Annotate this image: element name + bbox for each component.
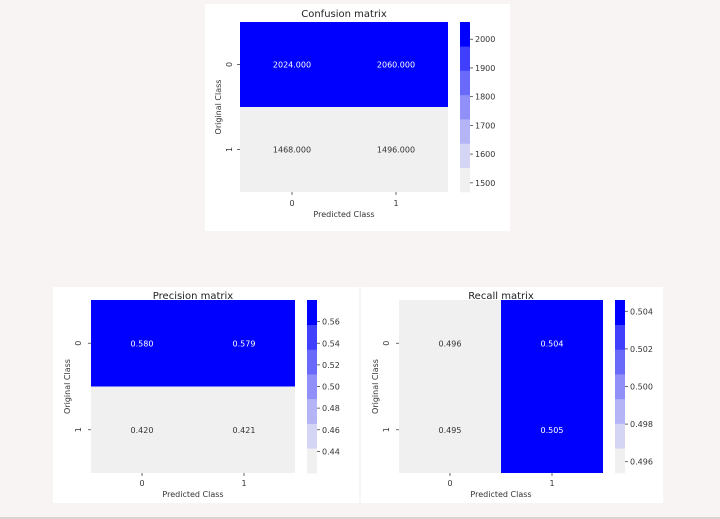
heatmap-cell xyxy=(91,386,193,473)
precision-matrix-chart: Precision matrix 0.580 0.579 0.420 0.421 0 1 Pr… xyxy=(63,291,340,499)
heatmap-cell xyxy=(91,300,193,387)
x-tick-label: 0 xyxy=(289,199,294,208)
colorbar-segment xyxy=(307,398,317,424)
colorbar-tick-label: 0.502 xyxy=(630,345,653,354)
x-axis-label: Predicted Class xyxy=(470,490,531,499)
colorbar-tick-label: 0.54 xyxy=(322,339,340,348)
colorbar-tick-label: 1900 xyxy=(475,64,495,73)
heatmap-cell xyxy=(193,300,295,387)
colorbar-segment xyxy=(460,22,470,47)
y-tick-label: 0 xyxy=(382,341,391,346)
x-tick-label: 0 xyxy=(139,479,144,488)
chart-title: Recall matrix xyxy=(468,291,534,302)
heatmap-cell xyxy=(501,386,603,473)
colorbar-tick-label: 0.56 xyxy=(322,318,340,327)
colorbar-segment xyxy=(307,423,317,449)
cell-value-label: 0.580 xyxy=(131,339,154,348)
colorbar-segment xyxy=(307,300,317,326)
y-axis-label: Original Class xyxy=(63,359,72,414)
x-tick-label: 1 xyxy=(241,479,246,488)
y-tick-label: 0 xyxy=(74,341,83,346)
chart-title: Confusion matrix xyxy=(301,9,387,20)
recall-matrix-chart: Recall matrix 0.496 0.504 0.495 0.505 0 1 Predi… xyxy=(371,291,653,499)
colorbar-segment xyxy=(615,398,625,424)
heatmap-cell xyxy=(344,107,448,192)
y-tick-label: 0 xyxy=(225,62,234,67)
colorbar-tick-label: 1800 xyxy=(475,93,495,102)
colorbar-segment xyxy=(460,167,470,193)
cell-value-label: 2060.000 xyxy=(377,61,415,70)
cell-value-label: 0.504 xyxy=(541,339,564,348)
cell-value-label: 0.579 xyxy=(233,339,256,348)
x-tick-label: 1 xyxy=(549,479,554,488)
y-axis-label: Original Class xyxy=(371,359,380,414)
x-axis-label: Predicted Class xyxy=(162,490,223,499)
cell-value-label: 2024.000 xyxy=(273,61,311,70)
colorbar-segment xyxy=(615,374,625,400)
y-tick-label: 1 xyxy=(225,147,234,152)
heatmap-cell xyxy=(240,22,344,107)
colorbar-segment xyxy=(615,448,625,474)
cell-value-label: 1468.000 xyxy=(273,146,311,155)
colorbar-tick-label: 0.504 xyxy=(630,307,653,316)
colorbar-segment xyxy=(615,349,625,375)
x-axis-label: Predicted Class xyxy=(313,210,374,219)
heatmap-cell xyxy=(399,386,501,473)
colorbar-segment xyxy=(460,46,470,71)
colorbar-tick-label: 1600 xyxy=(475,150,495,159)
colorbar-tick-label: 1500 xyxy=(475,179,495,188)
cell-value-label: 0.496 xyxy=(439,339,462,348)
colorbar-tick-label: 0.44 xyxy=(322,447,340,456)
bottom-divider xyxy=(0,517,720,519)
y-tick-label: 1 xyxy=(74,427,83,432)
colorbar-tick-label: 0.500 xyxy=(630,383,653,392)
colorbar-segment xyxy=(615,423,625,449)
colorbar-tick-label: 0.496 xyxy=(630,458,653,467)
chart-title: Precision matrix xyxy=(153,291,233,302)
heatmap-cell xyxy=(193,386,295,473)
heatmap-cell xyxy=(399,300,501,387)
cell-value-label: 0.421 xyxy=(233,426,256,435)
colorbar-tick-label: 1700 xyxy=(475,121,495,130)
cell-value-label: 0.495 xyxy=(439,426,462,435)
colorbar-segment xyxy=(307,349,317,375)
colorbar-tick-label: 0.50 xyxy=(322,383,340,392)
y-axis-label: Original Class xyxy=(214,80,223,135)
recall-matrix-panel: Recall matrix 0.496 0.504 0.495 0.505 0 1 Predi… xyxy=(361,287,663,503)
x-tick-label: 1 xyxy=(393,199,398,208)
colorbar-segment xyxy=(460,94,470,120)
cell-value-label: 1496.000 xyxy=(377,146,415,155)
colorbar-segment xyxy=(460,143,470,169)
heatmap-cell xyxy=(501,300,603,387)
x-tick-label: 0 xyxy=(447,479,452,488)
confusion-matrix-chart: Confusion matrix 2024.000 2060.000 1468.000… xyxy=(214,9,495,219)
heatmap-cell xyxy=(240,107,344,192)
colorbar-segment xyxy=(460,70,470,96)
confusion-matrix-panel: Confusion matrix 2024.000 2060.000 1468.000… xyxy=(205,4,510,231)
colorbar-tick-label: 2000 xyxy=(475,35,495,44)
colorbar-segment xyxy=(460,119,470,144)
colorbar-tick-label: 0.46 xyxy=(322,426,340,435)
colorbar-segment xyxy=(615,324,625,350)
cell-value-label: 0.420 xyxy=(131,426,154,435)
colorbar-segment xyxy=(307,448,317,474)
colorbar-segment xyxy=(307,324,317,350)
colorbar-segment xyxy=(615,300,625,326)
heatmap-cell xyxy=(344,22,448,107)
colorbar-tick-label: 0.498 xyxy=(630,420,653,429)
cell-value-label: 0.505 xyxy=(541,426,564,435)
colorbar-tick-label: 0.52 xyxy=(322,361,340,370)
colorbar-tick-label: 0.48 xyxy=(322,404,340,413)
colorbar-segment xyxy=(307,374,317,400)
precision-matrix-panel: Precision matrix 0.580 0.579 0.420 0.421 0 1 Pr… xyxy=(53,287,359,503)
y-tick-label: 1 xyxy=(382,427,391,432)
